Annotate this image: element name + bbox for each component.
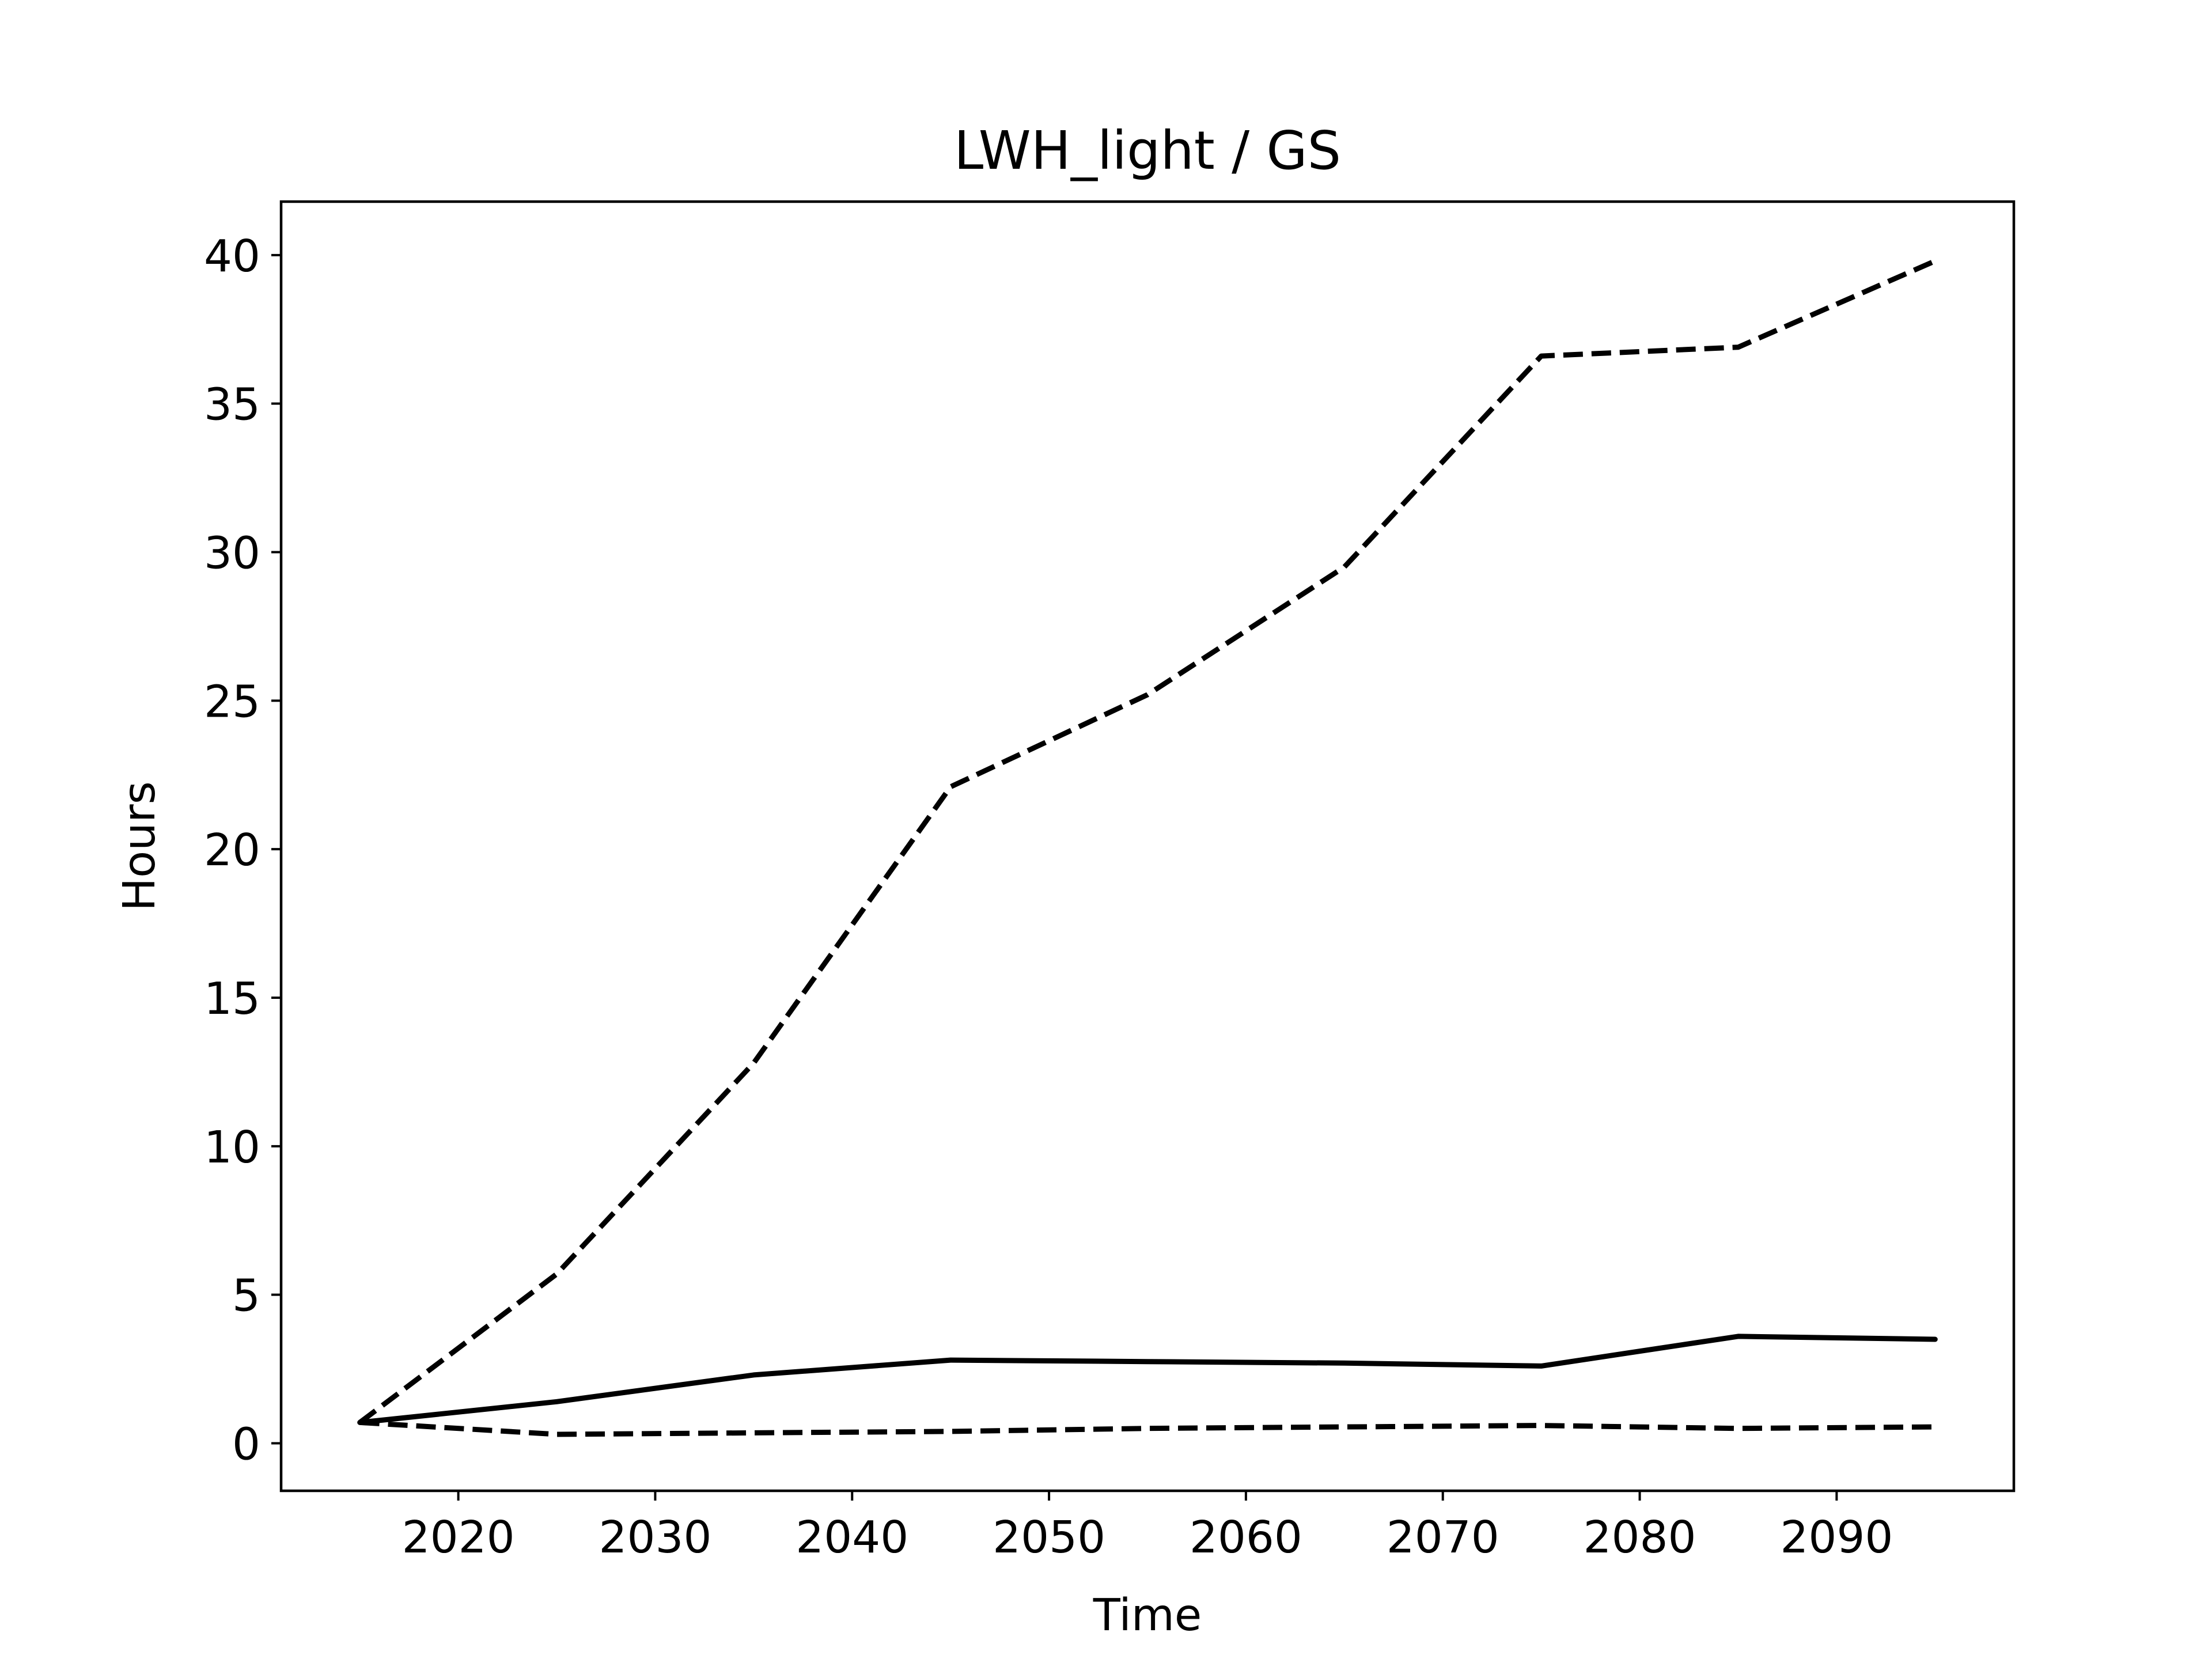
x-tick-label: 2090 bbox=[1780, 1512, 1893, 1563]
y-tick-label: 35 bbox=[204, 380, 260, 431]
x-tick-label: 2050 bbox=[993, 1512, 1105, 1563]
x-tick-label: 2080 bbox=[1584, 1512, 1696, 1563]
x-axis-label: Time bbox=[1093, 1590, 1202, 1641]
y-tick-label: 0 bbox=[232, 1419, 260, 1470]
chart-title: LWH_light / GS bbox=[954, 120, 1341, 181]
series-layer bbox=[357, 258, 1938, 1437]
y-tick-label: 25 bbox=[204, 676, 260, 728]
y-tick-label: 15 bbox=[204, 974, 260, 1025]
y-axis-label: Hours bbox=[114, 781, 165, 911]
series-line-1 bbox=[358, 258, 1937, 1425]
series-line-2 bbox=[357, 1334, 1938, 1425]
y-tick-label: 10 bbox=[204, 1122, 260, 1173]
x-tick-label: 2040 bbox=[796, 1512, 908, 1563]
y-tick-label: 30 bbox=[204, 528, 260, 579]
x-tick-label: 2030 bbox=[599, 1512, 711, 1563]
ticks-layer: 2020 2030 2040 2050 2060 2070 2080 209005101520… bbox=[204, 231, 1893, 1563]
y-tick-label: 20 bbox=[204, 825, 260, 876]
series-line-3 bbox=[359, 1419, 1936, 1437]
x-tick-label: 2020 bbox=[402, 1512, 515, 1563]
x-tick-label: 2070 bbox=[1387, 1512, 1499, 1563]
y-tick-label: 40 bbox=[204, 231, 260, 282]
plot-frame bbox=[279, 200, 2016, 1493]
y-tick-label: 5 bbox=[232, 1271, 260, 1322]
x-tick-label: 2060 bbox=[1190, 1512, 1302, 1563]
